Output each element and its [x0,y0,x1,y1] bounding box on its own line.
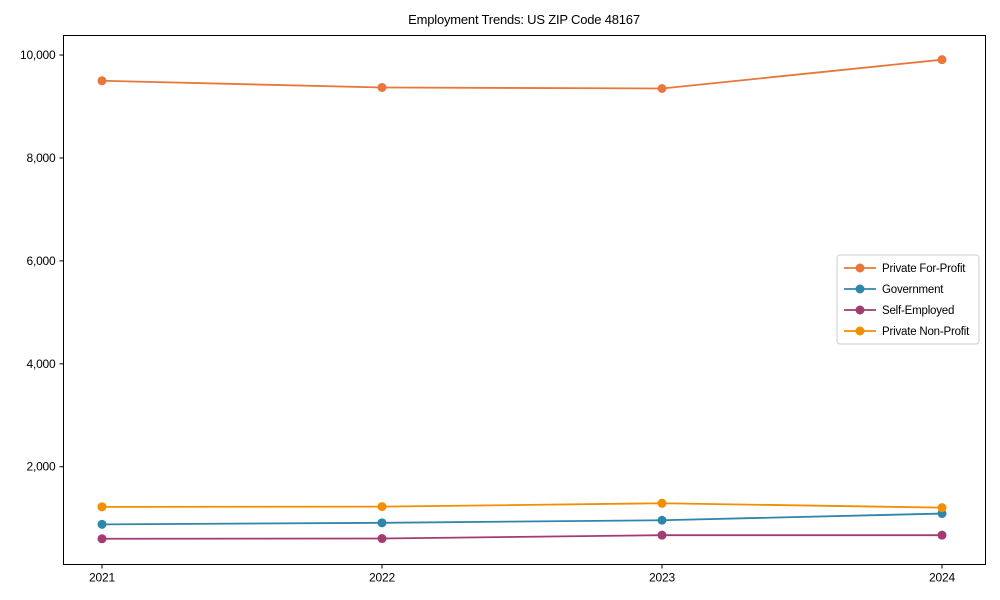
y-tick-label: 8,000 [26,151,56,165]
legend-marker-dot-private-non-profit [855,326,865,336]
data-point-government-2022 [377,518,387,528]
x-tick-label: 2023 [649,571,675,585]
legend-box [836,254,980,345]
data-point-private-for-profit-2023 [657,84,667,94]
data-point-government-2021 [97,519,107,529]
x-tick-label: 2021 [89,571,115,585]
plot-area: 2,000 4,000 6,000 8,000 10,000 2021 2022 2023 20… [20,35,986,585]
data-point-private-non-profit-2022 [377,502,387,512]
legend-marker-dot-government [855,284,865,294]
y-tick-label: 6,000 [26,254,56,268]
data-point-self-employed-2024 [937,530,947,540]
legend-label-government: Government [882,284,944,296]
data-point-private-for-profit-2021 [97,76,107,86]
data-point-private-non-profit-2024 [937,503,947,513]
x-tick-label: 2022 [369,571,395,585]
data-point-private-non-profit-2021 [97,502,107,512]
data-point-private-for-profit-2024 [937,55,947,65]
data-point-government-2023 [657,515,667,525]
y-tick-label: 10,000 [20,48,56,62]
x-tick-label: 2024 [929,571,955,585]
legend-label-self-employed: Self-Employed [882,305,954,317]
legend-label-private-non-profit: Private Non-Profit [882,326,970,338]
plot-border [63,35,986,565]
y-tick-label: 4,000 [26,357,56,371]
data-point-private-non-profit-2023 [657,498,667,508]
data-point-self-employed-2022 [377,534,387,544]
data-point-private-for-profit-2022 [377,82,387,92]
legend-marker-dot-private-for-profit [855,263,865,273]
chart-title: Employment Trends: US ZIP Code 48167 [408,12,640,27]
legend-label-private-for-profit: Private For-Profit [882,263,966,275]
data-point-self-employed-2021 [97,534,107,544]
data-point-self-employed-2023 [657,530,667,540]
legend-marker-dot-self-employed [855,305,865,315]
y-tick-label: 2,000 [26,460,56,474]
series-line-self-employed [101,534,942,540]
series-line-government [101,512,943,526]
series-line-private-non-profit [101,502,943,509]
series-line-private-for-profit [101,58,943,90]
